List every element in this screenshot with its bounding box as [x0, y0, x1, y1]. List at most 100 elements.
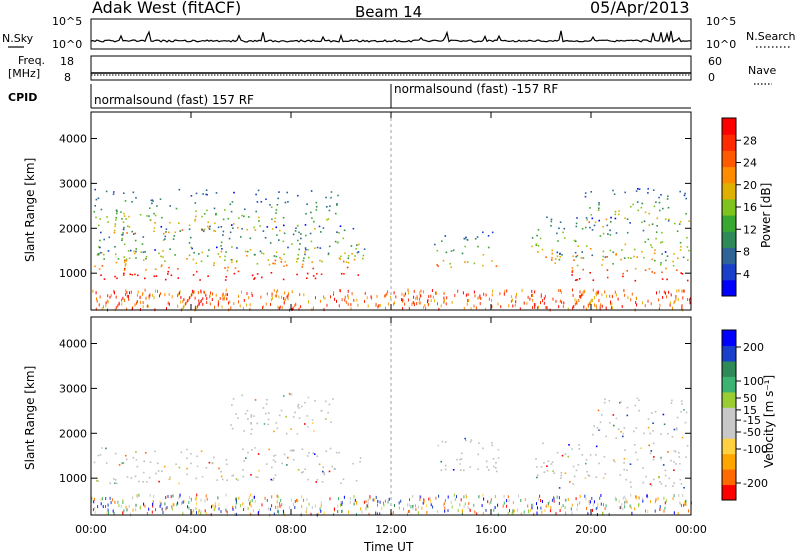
echo-point [137, 274, 139, 277]
noise-point [118, 504, 120, 508]
echo-point [568, 444, 570, 446]
noise-point [388, 497, 390, 501]
noise-point [540, 293, 542, 297]
noise-point [573, 305, 575, 308]
echo-point [292, 233, 295, 236]
noise-point [279, 305, 281, 309]
echo-point [598, 202, 600, 204]
echo-point [186, 258, 188, 260]
echo-point [259, 250, 262, 253]
echo-point [297, 254, 300, 256]
echo-point [157, 470, 160, 472]
noise-point [550, 506, 552, 510]
echo-point [142, 259, 145, 261]
echo-point [122, 462, 124, 464]
noise-point [490, 500, 492, 504]
noise-point [605, 306, 607, 310]
noise-point [323, 295, 324, 299]
echo-point [658, 196, 660, 199]
echo-point [100, 274, 102, 276]
noise-point [223, 295, 225, 299]
echo-point [249, 237, 252, 240]
echo-point [207, 275, 209, 277]
noise-point [476, 512, 478, 516]
noise-point [101, 307, 103, 311]
echo-point [292, 416, 295, 418]
echo-point [622, 432, 624, 435]
noise-point [183, 304, 185, 308]
echo-point [683, 486, 685, 489]
echo-point [591, 254, 594, 257]
echo-point [115, 479, 117, 481]
noise-point [283, 297, 285, 300]
noise-point [109, 295, 111, 299]
echo-point [213, 262, 215, 264]
noise-point [347, 296, 349, 300]
noise-point [687, 298, 689, 301]
echo-point [444, 235, 447, 237]
echo-point [247, 418, 249, 420]
echo-point [315, 201, 318, 204]
echo-point [244, 250, 247, 253]
noise-point [280, 498, 282, 502]
noise-point [98, 303, 100, 307]
echo-point [306, 272, 309, 275]
echo-point [436, 264, 438, 266]
noise-point [351, 292, 353, 296]
echo-point [196, 455, 198, 458]
noise-point [638, 504, 639, 507]
noise-point [428, 295, 430, 298]
noise-point [356, 500, 357, 504]
echo-point [267, 259, 270, 261]
noise-point [507, 512, 509, 516]
noise-point [520, 512, 522, 516]
echo-point [642, 467, 644, 469]
echo-point [160, 226, 163, 228]
noise-point [419, 498, 421, 502]
echo-point [124, 200, 127, 202]
noise-point [500, 305, 502, 309]
echo-point [139, 214, 142, 216]
colorbar-cell [722, 407, 736, 424]
noise-point [372, 498, 374, 502]
echo-point [297, 403, 300, 406]
echo-point [154, 450, 156, 453]
echo-point [290, 428, 292, 430]
echo-point [674, 450, 677, 453]
noise-point [379, 512, 381, 516]
nsky-trace [90, 30, 691, 43]
echo-point [322, 466, 324, 468]
noise-point [99, 295, 101, 299]
noise-point [277, 289, 279, 293]
noise-point [673, 301, 675, 305]
echo-point [261, 276, 263, 279]
echo-point [100, 252, 103, 254]
echo-point [615, 232, 618, 234]
echo-point [556, 255, 559, 257]
echo-point [440, 460, 442, 463]
echo-point [312, 267, 314, 270]
echo-point [357, 274, 360, 276]
noise-point [390, 295, 392, 299]
noise-point [544, 509, 546, 512]
noise-point [308, 502, 310, 506]
echo-point [325, 450, 328, 452]
echo-point [275, 422, 278, 424]
echo-point [541, 248, 544, 251]
echo-point [135, 197, 137, 199]
noise-point [590, 299, 592, 303]
noise-point [296, 499, 298, 502]
echo-point [98, 246, 100, 248]
echo-point [678, 451, 680, 454]
noise-point [538, 497, 539, 501]
noise-point [450, 501, 452, 504]
echo-point [114, 225, 116, 228]
echo-point [260, 201, 263, 203]
noise-point [92, 508, 94, 512]
echo-point [289, 393, 291, 396]
echo-point [482, 264, 484, 267]
echo-point [224, 267, 226, 269]
noise-point [171, 505, 173, 509]
echo-point [664, 251, 667, 253]
echo-point [618, 210, 620, 212]
